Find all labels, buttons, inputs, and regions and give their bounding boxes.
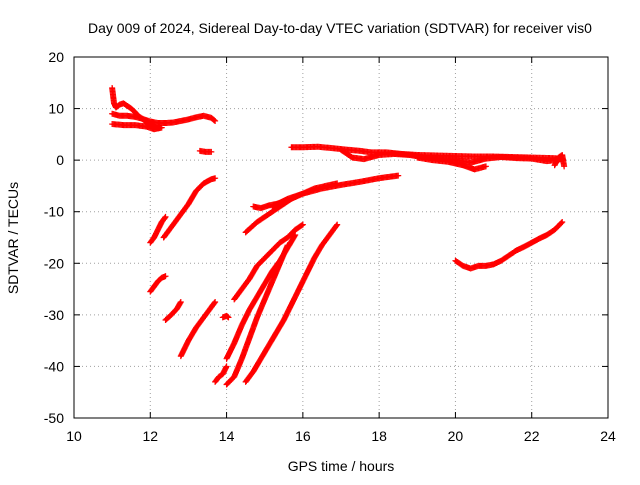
data-point	[299, 221, 306, 228]
data-point	[162, 213, 169, 220]
x-tick-label: 12	[142, 428, 158, 444]
data-point	[212, 175, 219, 182]
grid-layer	[74, 57, 608, 418]
y-tick-label: 20	[48, 49, 64, 65]
data-point	[284, 242, 291, 249]
data-point	[212, 117, 219, 124]
data-point	[223, 363, 230, 370]
data-point	[158, 124, 165, 131]
data-point	[161, 214, 168, 221]
y-tick-label: -10	[44, 204, 64, 220]
y-tick-label: -30	[44, 307, 64, 323]
y-tick-label: 10	[48, 101, 64, 117]
x-tick-labels: 10 12 14 16 18 20 22 24	[66, 428, 616, 444]
x-tick-label: 20	[448, 428, 464, 444]
data-point	[482, 163, 489, 170]
points-layer	[109, 84, 568, 388]
data-point	[211, 117, 218, 124]
y-tick-labels: -50 -40 -30 -20 -10 0 10 20	[44, 49, 64, 426]
x-tick-label: 18	[371, 428, 387, 444]
x-tick-label: 22	[524, 428, 540, 444]
data-point	[334, 221, 341, 228]
data-point	[177, 298, 184, 305]
data-point	[208, 148, 215, 155]
plot-frame	[73, 56, 609, 419]
x-tick-label: 24	[600, 428, 616, 444]
y-tick-label: -40	[44, 358, 64, 374]
data-point	[395, 172, 402, 179]
y-tick-label: 0	[56, 152, 64, 168]
data-point	[559, 219, 566, 226]
data-point	[225, 314, 232, 321]
data-point	[561, 163, 568, 170]
y-tick-label: -20	[44, 255, 64, 271]
data-point	[298, 222, 305, 229]
data-point	[558, 219, 565, 226]
x-tick-label: 16	[295, 428, 311, 444]
data-point	[333, 222, 340, 229]
x-axis-label: GPS time / hours	[288, 458, 395, 474]
chart-title: Day 009 of 2024, Sidereal Day-to-day VTE…	[88, 20, 592, 36]
data-point	[211, 299, 218, 306]
y-axis-label: SDTVAR / TECUs	[5, 182, 21, 294]
data-point	[212, 298, 219, 305]
data-point	[162, 273, 169, 280]
x-tick-label: 10	[66, 428, 82, 444]
y-tick-label: -50	[44, 410, 64, 426]
x-tick-label: 14	[219, 428, 235, 444]
